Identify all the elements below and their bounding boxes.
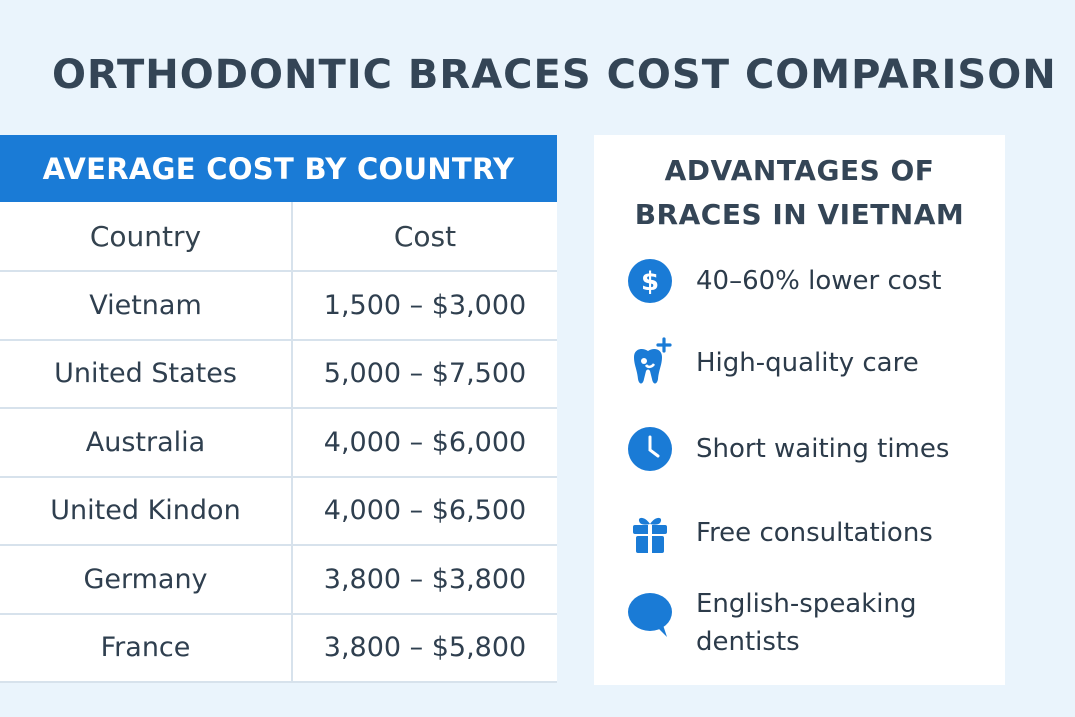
tooth-icon xyxy=(626,337,674,387)
cost-cell: 3,800 – $3,800 xyxy=(323,563,527,595)
cost-cell: 4,000 – $6,500 xyxy=(323,495,527,527)
table-row: Australia 4,000 – $6,000 xyxy=(0,409,557,478)
speech-bubble-icon xyxy=(626,591,674,639)
country-cell: France xyxy=(0,614,293,681)
cost-table: AVERAGE COST BY COUNTRY Country Cost Vie… xyxy=(0,135,557,683)
cost-cell: 4,000 – $6,000 xyxy=(323,426,527,458)
advantage-label-line-2: dentists xyxy=(696,627,800,657)
page-title: ORTHODONTIC BRACES COST COMPARISON xyxy=(52,52,1057,98)
table-grid: Country Cost Vietnam 1,500 – $3,000 Unit… xyxy=(0,202,557,683)
advantage-label: 40–60% lower cost xyxy=(696,266,942,296)
advantages-title-line-1: ADVANTAGES OF xyxy=(664,154,935,187)
advantages-title-line-2: BRACES IN VIETNAM xyxy=(634,198,965,231)
clock-icon xyxy=(626,425,674,473)
table-column-headers: Country Cost xyxy=(0,202,557,272)
table-row: Vietnam 1,500 – $3,000 xyxy=(0,272,557,341)
table-row: France 3,800 – $5,800 xyxy=(0,614,557,683)
column-header-country: Country xyxy=(0,202,293,270)
cost-cell: 1,500 – $3,000 xyxy=(323,289,527,321)
advantage-label: Free consultations xyxy=(696,518,933,548)
advantage-item: Short waiting times xyxy=(626,425,949,473)
advantage-item: English-speaking dentists xyxy=(626,585,917,661)
advantages-panel: ADVANTAGES OF BRACES IN VIETNAM $ 40–60%… xyxy=(594,135,1005,685)
column-header-cost: Cost xyxy=(393,219,457,253)
country-cell: Australia xyxy=(0,409,293,476)
advantage-item: $ 40–60% lower cost xyxy=(626,257,941,305)
advantage-item: High-quality care xyxy=(626,337,919,387)
table-row: United Kindon 4,000 – $6,500 xyxy=(0,477,557,546)
cost-cell: 5,000 – $7,500 xyxy=(323,358,527,390)
advantages-title: ADVANTAGES OF BRACES IN VIETNAM xyxy=(594,149,1005,237)
country-cell: United States xyxy=(0,340,293,407)
country-cell: United Kindon xyxy=(0,477,293,544)
country-cell: Vietnam xyxy=(0,272,293,339)
table-row: United States 5,000 – $7,500 xyxy=(0,340,557,409)
advantage-label: High-quality care xyxy=(696,348,919,378)
dollar-icon: $ xyxy=(626,257,674,305)
advantage-label: Short waiting times xyxy=(696,434,950,464)
advantage-item: Free consultations xyxy=(626,509,933,557)
advantage-label: English-speaking dentists xyxy=(696,585,917,661)
country-cell: Germany xyxy=(0,546,293,613)
table-header: AVERAGE COST BY COUNTRY xyxy=(0,135,557,202)
advantage-label-line-1: English-speaking xyxy=(696,589,917,619)
table-row: Germany 3,800 – $3,800 xyxy=(0,546,557,615)
gift-icon xyxy=(626,509,674,557)
cost-cell: 3,800 – $5,800 xyxy=(323,632,527,664)
svg-text:$: $ xyxy=(641,267,659,297)
